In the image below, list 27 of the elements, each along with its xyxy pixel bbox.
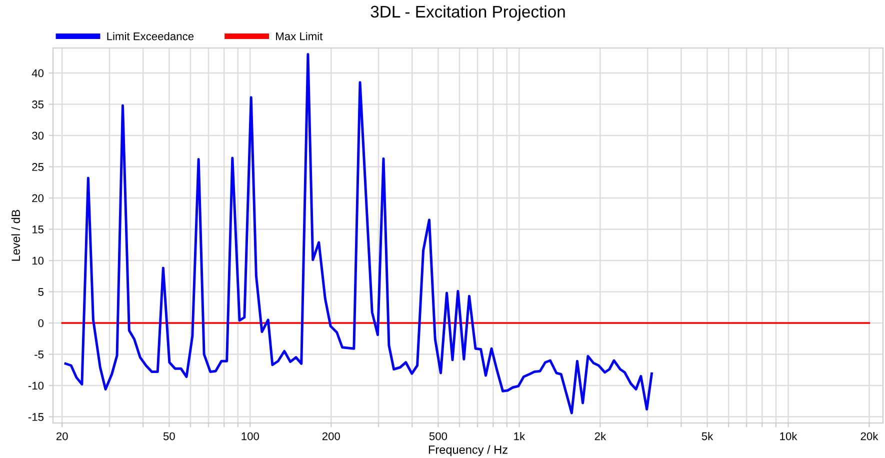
x-tick-label: 50 [163, 432, 175, 440]
y-tick-label: 10 [32, 256, 44, 265]
y-tick-label: 40 [32, 69, 44, 78]
legend-label: Limit Exceedance [107, 32, 194, 40]
x-axis-title: Frequency / Hz [428, 445, 508, 456]
y-tick-label: 5 [38, 288, 44, 296]
x-tick-label: 100 [242, 432, 259, 440]
y-tick-label: 35 [32, 100, 44, 108]
y-axis-title: Level / dB [11, 210, 20, 261]
x-tick-label: 10k [780, 432, 798, 440]
x-tick-label: 20k [860, 432, 878, 440]
y-tick-label: 15 [32, 226, 44, 234]
y-tick-label: 25 [32, 163, 44, 171]
x-tick-label: 1k [514, 432, 526, 440]
chart-title: 3DL - Excitation Projection [370, 5, 565, 21]
y-tick-label: -10 [28, 382, 44, 390]
x-tick-label: 5k [702, 432, 714, 440]
legend-label: Max Limit [276, 32, 323, 40]
x-tick-label: 200 [322, 432, 340, 440]
y-tick-label: 0 [38, 319, 44, 328]
y-tick-label: -5 [34, 350, 44, 358]
x-tick-label: 2k [594, 432, 606, 440]
y-tick-label: -15 [28, 413, 44, 421]
x-tick-label: 500 [429, 432, 448, 440]
y-tick-label: 20 [32, 194, 44, 202]
x-tick-label: 20 [56, 432, 68, 440]
y-tick-label: 30 [32, 132, 44, 140]
